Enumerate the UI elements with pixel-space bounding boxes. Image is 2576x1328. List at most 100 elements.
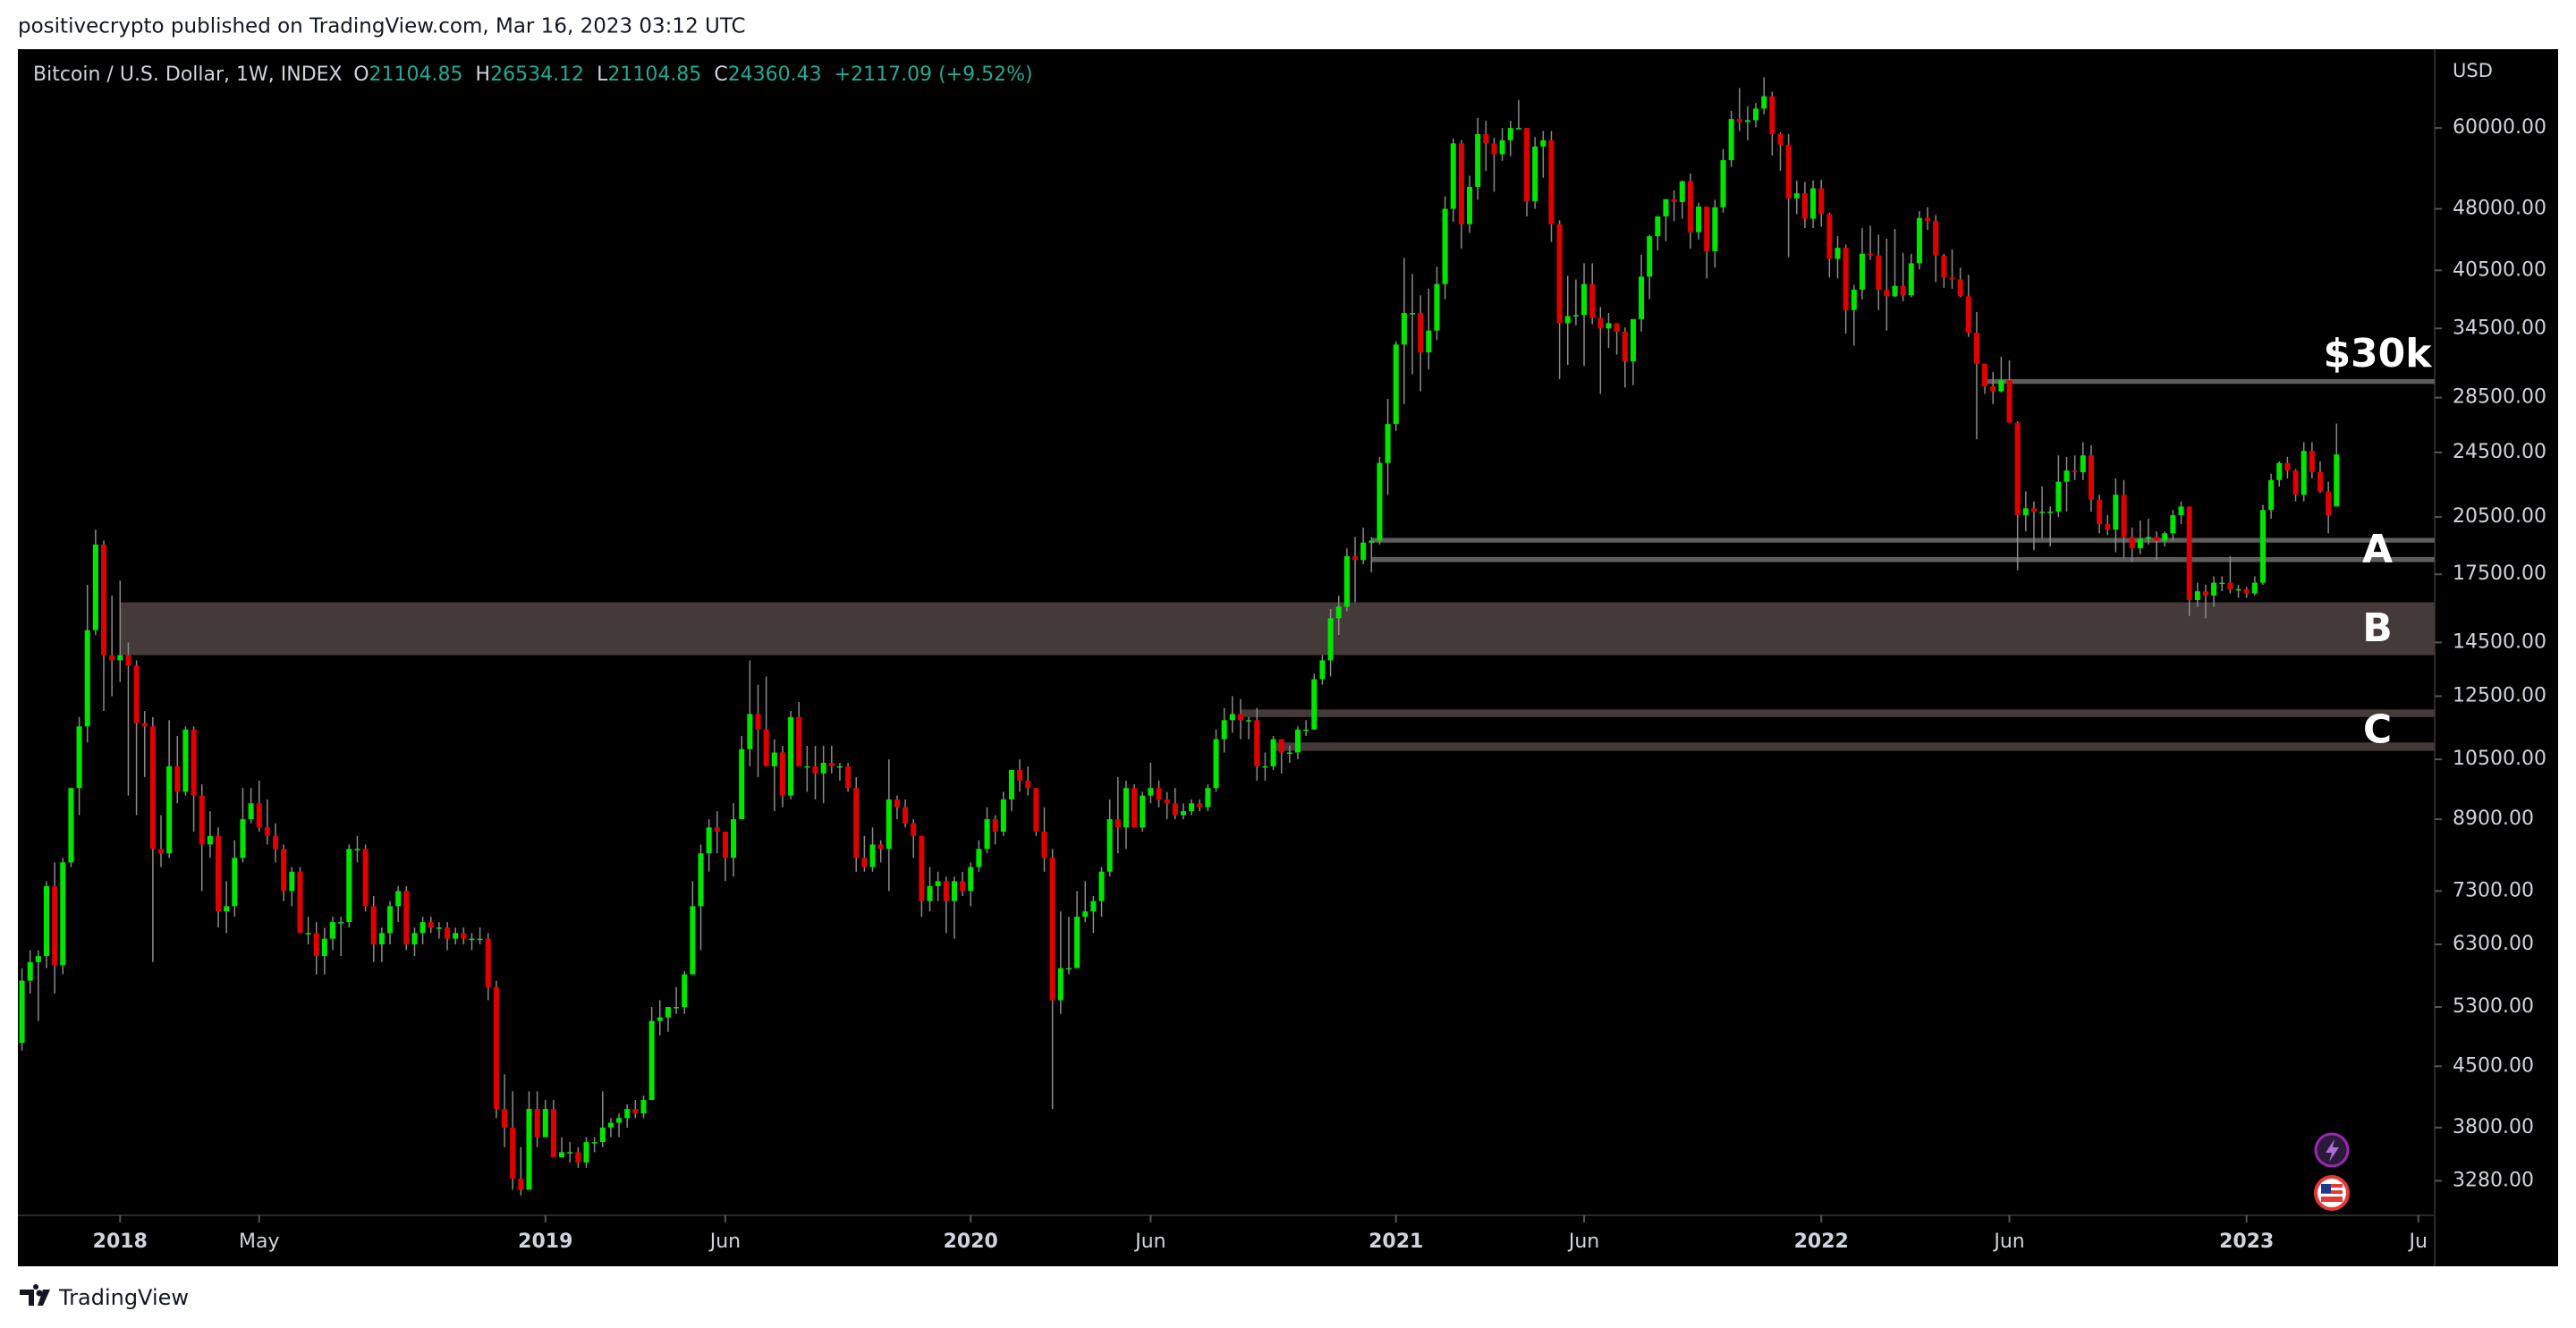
candle-body: [2276, 462, 2283, 480]
candle-body: [1892, 285, 1898, 297]
candle-body: [125, 655, 131, 666]
y-tick-label: 3280.00: [2453, 1169, 2534, 1191]
candle-body: [2243, 588, 2250, 594]
candle-body: [1704, 206, 1710, 251]
candle-body: [2014, 422, 2021, 516]
candle-body: [35, 956, 41, 962]
logo-mark: [20, 1284, 50, 1306]
candle-body: [526, 1109, 532, 1190]
candle-body: [1810, 188, 1817, 219]
candle-body: [2097, 499, 2103, 525]
candle-body: [240, 819, 246, 859]
candle-body: [1597, 317, 1604, 329]
candle-body: [845, 766, 852, 789]
candle-body: [607, 1122, 614, 1128]
x-tick-label: Jun: [1992, 1231, 2024, 1253]
candle-body: [1777, 133, 1784, 145]
candle-body: [2047, 512, 2054, 513]
level-label: A: [2362, 527, 2393, 572]
candle-body: [1172, 803, 1178, 816]
candle-body: [1229, 714, 1235, 721]
candle-body: [1213, 739, 1219, 789]
candle-body: [984, 819, 990, 850]
candle-body: [1049, 858, 1055, 1001]
candle-body: [943, 881, 949, 901]
candle-body: [1720, 160, 1726, 207]
flag-stripe: [2321, 1194, 2343, 1197]
candle-body: [2301, 451, 2307, 495]
candle-body: [1237, 714, 1244, 721]
candle-body: [1532, 146, 1538, 202]
candle-body: [1025, 780, 1031, 789]
candle-body: [2121, 495, 2127, 537]
candle-body: [1343, 555, 1350, 607]
economic-icon[interactable]: [2314, 1175, 2350, 1211]
candle-body: [1319, 660, 1326, 680]
candle-body: [2259, 510, 2266, 583]
candle-body: [690, 906, 696, 975]
candle-body: [869, 844, 876, 867]
candle-body: [616, 1118, 623, 1123]
y-tick-label: 60000.00: [2453, 116, 2546, 139]
candle-body: [1057, 968, 1063, 1001]
candle-body: [1189, 803, 1195, 812]
candle-body: [640, 1100, 647, 1114]
candle-body: [796, 716, 802, 766]
y-tick-label: 28500.00: [2453, 386, 2546, 409]
candle-body: [1908, 263, 1914, 296]
candle-body: [1876, 255, 1882, 290]
price-unit: USD: [2453, 60, 2493, 81]
candle-body: [1008, 769, 1014, 799]
candle-body: [1368, 540, 1375, 543]
candle-body: [518, 1178, 524, 1190]
candle-body: [2113, 495, 2119, 530]
legend-l-label: L: [597, 63, 608, 86]
candle-body: [804, 766, 810, 768]
x-tick-label: May: [239, 1231, 279, 1253]
candle-body: [1352, 555, 1359, 561]
y-tick-label: 48000.00: [2453, 197, 2546, 219]
candle-body: [788, 716, 794, 796]
candle-body: [2292, 470, 2299, 495]
plot: [19, 77, 2435, 1196]
candle-body: [232, 858, 238, 907]
candle-body: [853, 788, 860, 859]
x-tick-label: 2022: [1794, 1231, 1849, 1253]
candle-body: [411, 933, 418, 945]
candle-body: [2145, 537, 2151, 539]
candle-body: [927, 885, 933, 901]
y-tick-label: 34500.00: [2453, 317, 2546, 339]
candle-body: [1957, 279, 1963, 297]
candle-body: [1687, 181, 1693, 233]
candle-body: [1164, 799, 1170, 804]
candle-body: [321, 938, 327, 957]
candle-body: [1065, 968, 1072, 970]
candle-body: [1360, 542, 1367, 561]
x-tick-label: 2023: [2219, 1231, 2274, 1253]
candle-body: [297, 871, 303, 934]
events-icon[interactable]: [2314, 1132, 2350, 1168]
candle-body: [1826, 214, 1833, 259]
candle-body: [445, 927, 451, 939]
candle-body: [1998, 380, 2004, 392]
level-band: [1273, 742, 2435, 751]
candle-body: [812, 766, 818, 774]
candle-body: [567, 1152, 573, 1154]
legend-h: 26534.12: [490, 63, 584, 86]
candle-body: [731, 819, 737, 859]
candle-body: [632, 1109, 639, 1114]
candle-body: [1524, 128, 1530, 202]
y-tick-label: 12500.00: [2453, 684, 2546, 706]
level-band: [1985, 378, 2435, 385]
candle-body: [2055, 481, 2062, 512]
candle-body: [2154, 537, 2160, 541]
candle-body: [133, 665, 140, 723]
candle-body: [894, 799, 900, 808]
candle-body: [919, 835, 925, 901]
candle-body: [109, 655, 115, 661]
candle-body: [2268, 479, 2275, 511]
candle-body: [828, 762, 835, 766]
candle-body: [960, 881, 966, 892]
x-tick-label: Jun: [1567, 1231, 1599, 1253]
